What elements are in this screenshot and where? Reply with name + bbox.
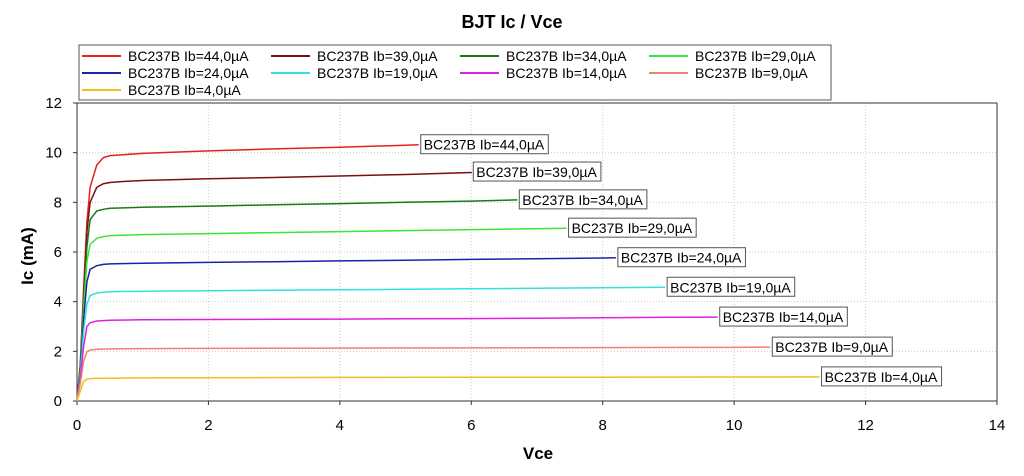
- series-end-label-7: BC237B Ib=9,0µA: [775, 339, 888, 355]
- y-tick-label: 12: [45, 95, 62, 112]
- legend-item-8: BC237B Ib=4,0µA: [128, 82, 241, 98]
- chart-title: BJT Ic / Vce: [461, 12, 562, 32]
- x-tick-label: 0: [73, 417, 81, 434]
- series-label-box-6: [719, 306, 848, 327]
- series-label-box-7: [771, 336, 893, 357]
- x-tick-label: 14: [989, 417, 1006, 434]
- series-line-5: [76, 286, 666, 402]
- y-axis-title: Ic (mA): [18, 227, 37, 285]
- x-tick-label: 12: [857, 417, 874, 434]
- x-tick-label: 10: [726, 417, 743, 434]
- ticks-layer: 0 2 4 6 8 10 12 14 0 2 4 6 8 10 12: [45, 95, 1005, 434]
- series-end-label-6: BC237B Ib=14,0µA: [723, 309, 844, 325]
- x-tick-label: 2: [204, 417, 212, 434]
- x-axis-title: Vce: [523, 444, 553, 463]
- y-tick-label: 8: [54, 194, 62, 211]
- series-end-label-4: BC237B Ib=24,0µA: [621, 250, 742, 266]
- legend-item-3: BC237B Ib=29,0µA: [695, 48, 816, 64]
- series-label-box-5: [666, 276, 796, 297]
- y-tick-label: 10: [45, 145, 62, 162]
- y-tick-label: 4: [54, 294, 62, 311]
- series-label-box-3: [568, 217, 697, 238]
- legend-item-5: BC237B Ib=19,0µA: [317, 65, 438, 81]
- series-end-label-3: BC237B Ib=29,0µA: [572, 220, 693, 236]
- x-tick-label: 8: [599, 417, 607, 434]
- series-layer: [76, 143, 820, 402]
- series-line-0: [76, 143, 419, 402]
- series-label-box-1: [472, 161, 602, 182]
- series-line-8: [76, 376, 820, 402]
- series-end-label-2: BC237B Ib=34,0µA: [522, 192, 643, 208]
- y-tick-label: 6: [54, 244, 62, 261]
- legend-item-0: BC237B Ib=44,0µA: [128, 48, 249, 64]
- legend-item-7: BC237B Ib=9,0µA: [695, 65, 808, 81]
- series-line-4: [76, 256, 616, 402]
- series-line-1: [76, 171, 473, 402]
- legend-item-1: BC237B Ib=39,0µA: [317, 48, 438, 64]
- y-tick-label: 0: [54, 393, 62, 410]
- series-end-label-5: BC237B Ib=19,0µA: [670, 279, 791, 295]
- legend-box: [78, 44, 832, 101]
- legend-item-6: BC237B Ib=14,0µA: [506, 65, 627, 81]
- x-tick-label: 6: [467, 417, 475, 434]
- y-tick-label: 2: [54, 343, 62, 360]
- x-tick-label: 4: [336, 417, 344, 434]
- series-line-7: [76, 346, 771, 402]
- series-label-box-2: [518, 189, 648, 210]
- legend-item-2: BC237B Ib=34,0µA: [506, 48, 627, 64]
- series-line-6: [76, 316, 718, 402]
- legend-item-4: BC237B Ib=24,0µA: [128, 65, 249, 81]
- legend: BC237B Ib=44,0µA BC237B Ib=39,0µA BC237B I…: [78, 44, 832, 101]
- series-label-box-4: [617, 247, 746, 268]
- series-labels-layer: BC237B Ib=44,0µA BC237B Ib=39,0µA BC237B I…: [420, 134, 943, 387]
- series-label-box-0: [420, 134, 549, 155]
- series-label-box-8: [821, 366, 943, 387]
- series-end-label-1: BC237B Ib=39,0µA: [476, 164, 597, 180]
- series-end-label-8: BC237B Ib=4,0µA: [825, 369, 938, 385]
- series-line-3: [76, 227, 567, 402]
- series-end-label-0: BC237B Ib=44,0µA: [424, 137, 545, 153]
